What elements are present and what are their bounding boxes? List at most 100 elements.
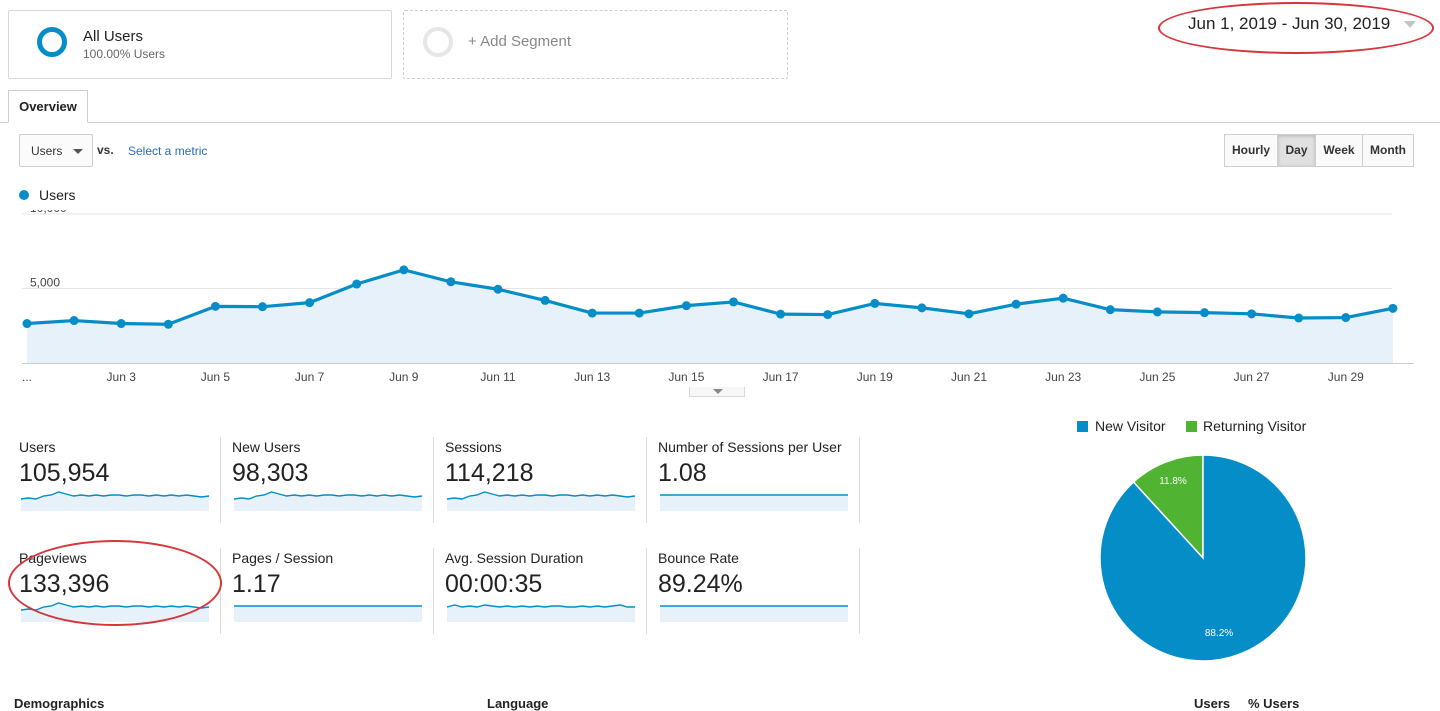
scorecard-label: Number of Sessions per User bbox=[658, 439, 842, 455]
data-point[interactable] bbox=[1152, 307, 1162, 317]
sparkline-fill bbox=[660, 495, 848, 511]
pct-users-column-heading: % Users bbox=[1248, 696, 1300, 711]
data-point[interactable] bbox=[1247, 309, 1257, 319]
scorecard-value: 105,954 bbox=[19, 459, 110, 487]
annotation-oval-date bbox=[1158, 2, 1434, 54]
day-button[interactable]: Day bbox=[1277, 134, 1316, 167]
data-point[interactable] bbox=[1341, 313, 1351, 323]
data-point[interactable] bbox=[446, 277, 456, 287]
data-point[interactable] bbox=[305, 298, 315, 308]
scorecard-label: Users bbox=[19, 439, 56, 455]
data-point[interactable] bbox=[634, 308, 644, 318]
sparkline bbox=[233, 491, 423, 511]
x-tick-label: Jun 3 bbox=[107, 370, 137, 384]
x-tick-label: Jun 17 bbox=[763, 370, 799, 384]
scorecard-divider bbox=[220, 548, 221, 634]
x-tick-label: Jun 21 bbox=[951, 370, 987, 384]
scorecard-value: 1.08 bbox=[658, 459, 707, 487]
scorecard-users[interactable]: Users 105,954 bbox=[19, 439, 219, 527]
segment-title: All Users bbox=[83, 28, 144, 45]
scorecard-divider bbox=[646, 548, 647, 634]
segment-all-users[interactable]: All Users 100.00% Users bbox=[8, 10, 392, 79]
sparkline bbox=[446, 491, 636, 511]
users-line-chart: 10,000 5,000... Jun 3 Jun 5 Jun 7 Jun 9 Jun 11… bbox=[22, 210, 1414, 384]
period-button-group: Hourly Day Week Month bbox=[1224, 134, 1414, 167]
scorecard-value: 1.17 bbox=[232, 570, 281, 598]
y-tick-label: 10,000 bbox=[30, 210, 67, 215]
sparkline bbox=[660, 605, 848, 622]
data-point[interactable] bbox=[163, 319, 173, 329]
data-point[interactable] bbox=[1294, 313, 1304, 323]
data-point[interactable] bbox=[22, 319, 32, 329]
tab-overview[interactable]: Overview bbox=[8, 90, 88, 123]
pie-legend-returning-visitor: Returning Visitor bbox=[1203, 418, 1307, 434]
demographics-heading: Demographics bbox=[14, 696, 105, 711]
data-point[interactable] bbox=[540, 295, 550, 305]
x-tick-label: ... bbox=[22, 370, 32, 384]
legend-swatch-returning-visitor bbox=[1186, 421, 1197, 432]
caret-down-icon bbox=[713, 389, 723, 394]
hourly-button[interactable]: Hourly bbox=[1224, 134, 1278, 167]
month-button[interactable]: Month bbox=[1362, 134, 1414, 167]
scorecard-value: 00:00:35 bbox=[445, 570, 543, 598]
week-button[interactable]: Week bbox=[1315, 134, 1363, 167]
data-point[interactable] bbox=[681, 301, 691, 311]
pie-legend-new-visitor: New Visitor bbox=[1095, 418, 1166, 434]
annotation-oval-pageviews bbox=[8, 540, 222, 626]
segment-ring-icon bbox=[37, 27, 67, 57]
data-point[interactable] bbox=[964, 309, 974, 319]
sparkline-line bbox=[446, 491, 636, 500]
data-point[interactable] bbox=[116, 319, 126, 329]
data-point[interactable] bbox=[1011, 299, 1021, 309]
sparkline-fill bbox=[21, 492, 209, 511]
y-tick-label: 5,000 bbox=[30, 276, 60, 290]
scorecard-bounce-rate[interactable]: Bounce Rate 89.24% bbox=[658, 550, 858, 638]
sparkline bbox=[20, 491, 210, 511]
scorecard-avg-session-duration[interactable]: Avg. Session Duration 00:00:35 bbox=[445, 550, 645, 638]
chart-resize-handle[interactable] bbox=[689, 387, 745, 397]
scorecard-divider bbox=[859, 548, 860, 634]
scorecard-sessions[interactable]: Sessions 114,218 bbox=[445, 439, 645, 527]
data-point[interactable] bbox=[870, 298, 880, 308]
data-point[interactable] bbox=[493, 284, 503, 294]
pie-slice-returning-visitor[interactable] bbox=[1132, 454, 1204, 560]
data-point[interactable] bbox=[1105, 305, 1115, 315]
data-point[interactable] bbox=[210, 301, 220, 311]
scorecard-divider bbox=[859, 437, 860, 523]
scorecard-value: 114,218 bbox=[445, 459, 534, 487]
sparkline-fill bbox=[234, 606, 422, 622]
add-segment-label: + Add Segment bbox=[468, 33, 571, 50]
data-point[interactable] bbox=[1058, 293, 1068, 303]
data-point[interactable] bbox=[399, 265, 409, 275]
add-segment-button[interactable]: + Add Segment bbox=[403, 10, 788, 79]
sparkline-line bbox=[20, 491, 210, 500]
data-point[interactable] bbox=[352, 279, 362, 289]
scorecard-number-of-sessions-per-user[interactable]: Number of Sessions per User 1.08 bbox=[658, 439, 858, 527]
data-point[interactable] bbox=[823, 310, 833, 320]
area-fill bbox=[27, 269, 1393, 363]
scorecard-pages-session[interactable]: Pages / Session 1.17 bbox=[232, 550, 432, 638]
data-point[interactable] bbox=[1388, 303, 1398, 313]
data-point[interactable] bbox=[69, 316, 79, 326]
data-point[interactable] bbox=[917, 303, 927, 313]
sparkline-fill bbox=[447, 492, 635, 511]
scorecard-label: Avg. Session Duration bbox=[445, 550, 584, 566]
sparkline-fill bbox=[234, 492, 422, 511]
legend-swatch-new-visitor bbox=[1077, 421, 1088, 432]
sparkline-line bbox=[446, 604, 635, 608]
data-point[interactable] bbox=[258, 302, 267, 312]
x-tick-label: Jun 7 bbox=[295, 370, 325, 384]
x-tick-label: Jun 27 bbox=[1234, 370, 1270, 384]
data-point[interactable] bbox=[1200, 308, 1209, 318]
data-point[interactable] bbox=[587, 308, 597, 318]
series-line-users bbox=[26, 268, 1394, 326]
metric-select[interactable]: Users bbox=[19, 134, 93, 167]
scorecard-new-users[interactable]: New Users 98,303 bbox=[232, 439, 432, 527]
scorecard-label: New Users bbox=[232, 439, 301, 455]
pie-slice-new-visitor[interactable] bbox=[1099, 454, 1307, 662]
data-point[interactable] bbox=[776, 309, 786, 319]
caret-down-icon bbox=[73, 149, 83, 154]
data-point[interactable] bbox=[729, 297, 738, 307]
segment-placeholder-icon bbox=[423, 27, 453, 57]
select-metric-link[interactable]: Select a metric bbox=[128, 144, 208, 158]
